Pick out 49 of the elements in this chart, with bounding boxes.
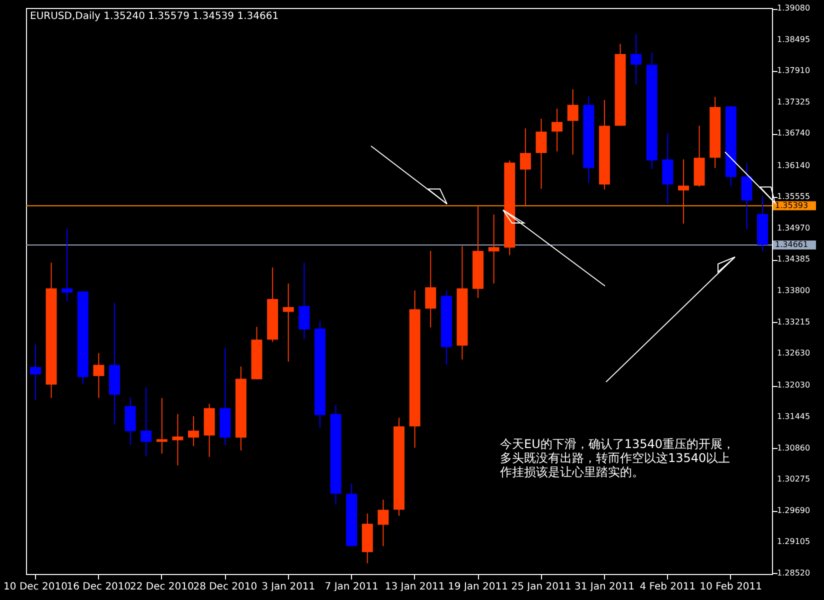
ref-line-label: 1.35393 (775, 200, 808, 210)
candlestick (678, 158, 689, 224)
candlestick (156, 397, 168, 454)
y-tick-label: 1.36140 (777, 160, 810, 170)
candlestick (298, 262, 310, 340)
y-tick-label: 1.29690 (777, 506, 810, 515)
candlestick (520, 128, 531, 207)
y-tick-label: 1.34385 (777, 254, 810, 264)
candlestick (282, 283, 294, 362)
y-tick-label: 1.35555 (777, 192, 810, 202)
y-tick-label: 1.31445 (777, 412, 810, 421)
y-tick-label: 1.38495 (777, 34, 810, 44)
candlestick (140, 386, 152, 457)
annotation: 多头既没有出路，转而作空以这13540以上 (500, 451, 730, 465)
y-tick-label: 1.30275 (777, 474, 810, 484)
y-tick-label: 1.39080 (777, 4, 810, 13)
y-tick-label: 1.34970 (777, 223, 810, 232)
x-tick-label: 28 Dec 2010 (193, 582, 258, 592)
x-tick-label: 10 Dec 2010 (4, 582, 68, 592)
candlestick (188, 416, 200, 447)
x-tick-label: 10 Feb 2011 (700, 582, 762, 592)
candlestick (552, 108, 563, 152)
ref-line-label: 1.34661 (775, 240, 808, 249)
y-tick-label: 1.29105 (777, 537, 810, 546)
x-tick-label: 22 Dec 2010 (130, 582, 194, 592)
y-tick-label: 1.37910 (777, 66, 810, 76)
candlestick (536, 118, 547, 190)
candlestick (172, 414, 184, 466)
annotation: 作挂损该是让心里踏实的。 (499, 465, 644, 479)
chart-title: EURUSD,Daily 1.35240 1.35579 1.34539 1.34661 (30, 11, 279, 22)
candlestick (488, 214, 500, 284)
y-tick-label: 1.32630 (777, 348, 810, 358)
y-tick-label: 1.33215 (777, 317, 810, 326)
x-tick-label: 4 Feb 2011 (640, 582, 696, 592)
x-tick-label: 16 Dec 2010 (66, 582, 131, 592)
y-tick-label: 1.30860 (777, 443, 810, 452)
candlestick (62, 228, 73, 302)
candlestick (567, 88, 578, 156)
candlestick (30, 344, 41, 401)
y-tick-label: 1.36740 (777, 128, 810, 138)
y-tick-label: 1.28520 (777, 568, 810, 578)
y-tick-label: 1.33800 (777, 286, 810, 295)
candlestick (630, 34, 642, 85)
y-tick-label: 1.32030 (777, 380, 810, 390)
annotation: 今天EU的下滑，确认了13540重压的开展， (500, 437, 735, 451)
candlestick (93, 352, 104, 398)
y-tick-label: 1.37325 (777, 97, 810, 106)
candlestick (378, 499, 389, 547)
candlestick (425, 250, 436, 328)
